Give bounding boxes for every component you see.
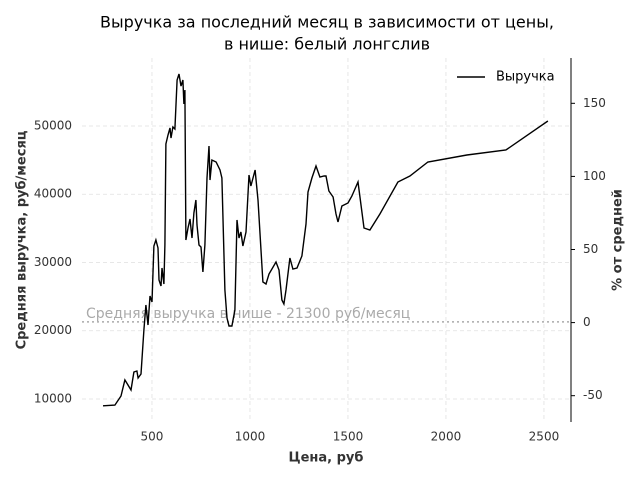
y-tick-label: 10000 (34, 391, 72, 405)
x-tick-label: 2500 (529, 430, 560, 444)
y-axis-label: Средняя выручка, руб/месяц (15, 130, 30, 349)
x-tick-label: 1500 (333, 430, 364, 444)
y2-tick-label: 50 (583, 242, 598, 256)
y-tick-label: 50000 (34, 118, 72, 132)
chart-title: Выручка за последний месяц в зависимости… (100, 13, 554, 32)
x-tick-label: 2000 (431, 430, 462, 444)
x-tick-label: 500 (141, 430, 164, 444)
y-tick-label: 30000 (34, 255, 72, 269)
mean-annotation: Средняя выручка в нише - 21300 руб/месяц (86, 306, 410, 322)
y2-axis-label: % от средней (611, 189, 626, 291)
data-line (102, 73, 549, 407)
x-axis-label: Цена, руб (289, 451, 364, 466)
y-tick-label: 20000 (34, 323, 72, 337)
y2-tick-label: 150 (583, 96, 606, 110)
y2-tick-label: -50 (583, 388, 603, 402)
y2-tick-label: 100 (583, 169, 606, 183)
legend-label: Выручка (496, 70, 555, 85)
y2-tick-label: 0 (583, 315, 591, 329)
y-tick-label: 40000 (34, 187, 72, 201)
chart-title: в нише: белый лонгслив (224, 35, 430, 54)
x-tick-label: 1000 (235, 430, 266, 444)
